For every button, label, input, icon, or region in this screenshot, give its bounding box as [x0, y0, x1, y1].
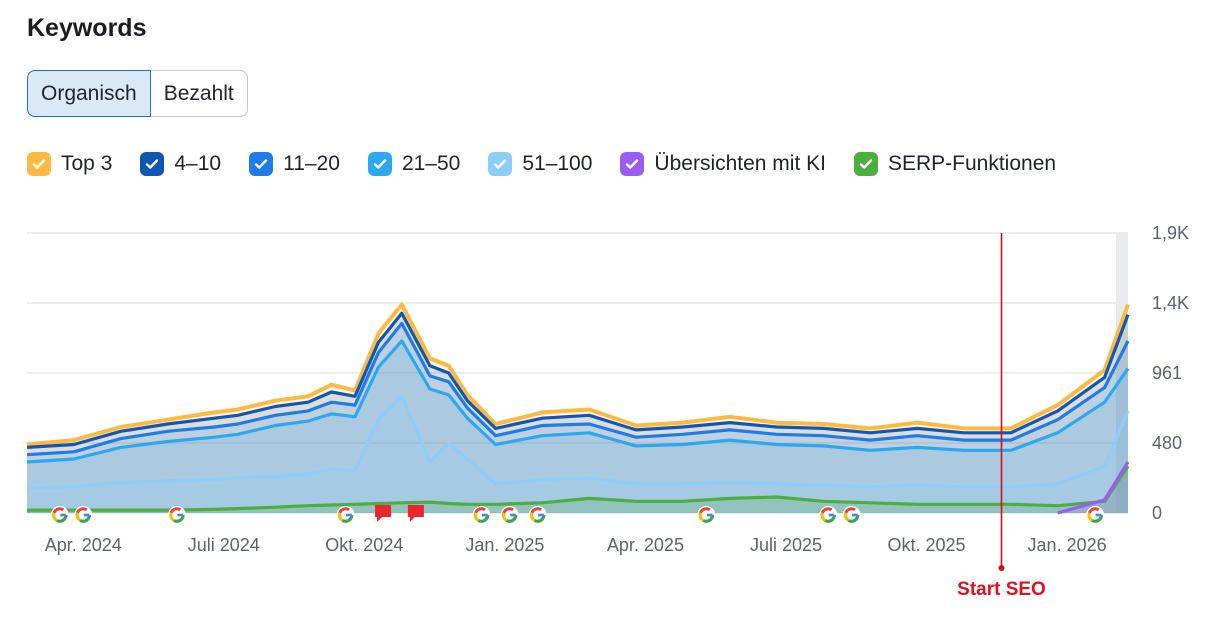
google-update-icon[interactable]: [1086, 506, 1105, 524]
series-area: [27, 313, 1128, 513]
legend-label: SERP-Funktionen: [887, 152, 1057, 175]
paid-tab[interactable]: Bezahlt: [150, 70, 248, 117]
series-line[interactable]: [26, 394, 1130, 490]
google-update-icon[interactable]: [50, 506, 69, 524]
google-update-icon[interactable]: [697, 506, 716, 524]
legend-item-51-100[interactable]: 51–100: [488, 152, 592, 176]
x-tick-label: Jan. 2025: [465, 535, 544, 555]
legend-label: 21–50: [401, 152, 461, 175]
organic-tab[interactable]: Organisch: [27, 70, 151, 117]
google-update-icon[interactable]: [500, 506, 519, 524]
keywords-chart: 0 480 961 1,4K 1,9K Apr. 2024 Juli 2024 Okt. 20…: [26, 223, 1189, 600]
current-period-shade: [1116, 233, 1128, 513]
y-tick-label: 1,9K: [1152, 223, 1189, 243]
series-line[interactable]: [26, 321, 1130, 457]
legend-label: Übersichten mit KI: [654, 152, 826, 175]
series-area: [27, 323, 1128, 513]
legend-item-top3[interactable]: Top 3: [27, 152, 112, 176]
note-flag-icon[interactable]: [407, 505, 424, 522]
x-tick-label: Okt. 2024: [325, 535, 403, 555]
legend-item-serp-features[interactable]: SERP-Funktionen: [853, 152, 1057, 176]
legend-label: 11–20: [283, 152, 340, 175]
google-update-icon[interactable]: [336, 506, 355, 524]
series-line[interactable]: [27, 465, 1130, 512]
note-flag-icon[interactable]: [375, 505, 392, 522]
checkbox-icon[interactable]: [620, 152, 645, 176]
google-update-icon[interactable]: [167, 506, 186, 524]
legend: Top 3 4–10 11–20 21–50 51–100 Übersichte…: [27, 152, 1056, 176]
y-tick-label: 480: [1152, 433, 1182, 453]
x-tick-label: Okt. 2025: [888, 535, 966, 555]
google-update-icon[interactable]: [842, 506, 861, 524]
y-tick-label: 0: [1152, 503, 1162, 523]
data-type-toggle: Organisch Bezahlt: [27, 70, 248, 117]
series-line[interactable]: [26, 302, 1130, 447]
google-update-icon[interactable]: [819, 506, 838, 524]
checkbox-icon[interactable]: [367, 152, 392, 176]
x-tick-label: Apr. 2025: [607, 535, 684, 555]
legend-label: Top 3: [61, 152, 113, 175]
legend-label: 4–10: [174, 152, 222, 175]
series-line[interactable]: [1057, 461, 1130, 515]
legend-item-11-20[interactable]: 11–20: [249, 152, 340, 176]
checkbox-icon[interactable]: [853, 152, 878, 176]
y-tick-label: 1,4K: [1152, 293, 1189, 313]
y-tick-label: 961: [1152, 363, 1182, 383]
google-update-icon[interactable]: [472, 506, 491, 524]
legend-item-ai-overviews[interactable]: Übersichten mit KI: [620, 152, 826, 176]
series-area: [27, 304, 1128, 513]
legend-label: 51–100: [522, 152, 593, 175]
checkbox-icon[interactable]: [249, 152, 274, 176]
series-area: [27, 340, 1128, 513]
legend-item-21-50[interactable]: 21–50: [367, 152, 461, 176]
annotation-label: Start SEO: [957, 579, 1046, 600]
google-update-icon[interactable]: [74, 506, 93, 524]
series-area: [27, 396, 1128, 513]
page-title: Keywords: [27, 14, 147, 42]
checkbox-icon[interactable]: [140, 152, 165, 176]
checkbox-icon[interactable]: [488, 152, 513, 176]
series-line[interactable]: [26, 311, 1130, 449]
checkbox-icon[interactable]: [27, 152, 51, 176]
x-tick-label: Juli 2024: [188, 535, 260, 555]
x-tick-label: Apr. 2024: [45, 535, 122, 555]
x-tick-label: Juli 2025: [750, 535, 822, 555]
series-line[interactable]: [26, 339, 1130, 464]
series-area: [27, 466, 1128, 513]
legend-item-4-10[interactable]: 4–10: [140, 152, 221, 176]
google-update-icon[interactable]: [528, 506, 547, 524]
annotation-dot: [998, 565, 1005, 571]
x-tick-label: Jan. 2026: [1028, 535, 1107, 555]
